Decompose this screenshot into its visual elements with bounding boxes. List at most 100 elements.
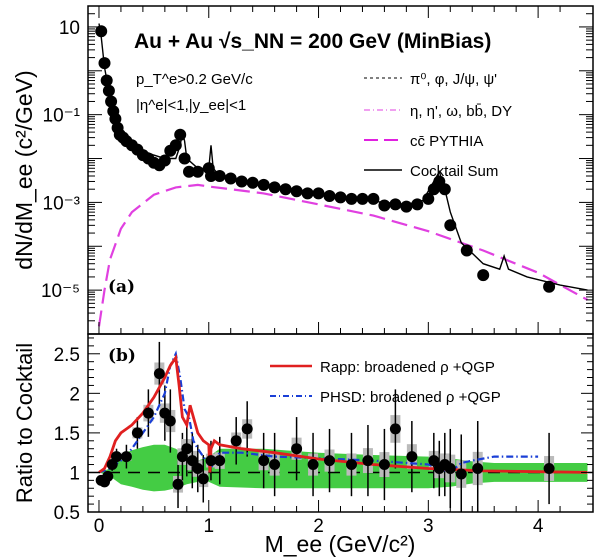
panel-b-legend: Rapp: broadened ρ +QGP PHSD: broadened ρ… (270, 359, 501, 406)
data-point-a (100, 74, 113, 87)
x-tick-label: 1 (203, 516, 214, 537)
y-tick-label-b: 1.5 (54, 424, 80, 445)
data-point-a (301, 187, 314, 200)
data-point-a (268, 181, 281, 194)
data-point-b (291, 443, 303, 455)
data-point-a (422, 192, 435, 205)
data-point-a (378, 199, 391, 212)
data-point-a (183, 165, 195, 178)
data-point-b (111, 451, 122, 463)
data-point-a (444, 219, 457, 232)
data-point-b (378, 459, 390, 470)
data-point-a (345, 192, 358, 205)
data-point-b (153, 368, 165, 380)
annotation-eta-cut: |η^e|<1,|y_ee|<1 (136, 97, 246, 114)
data-point-b (444, 463, 456, 474)
data-point-a (257, 178, 270, 191)
data-point-b (181, 443, 193, 455)
legend-label-eta: η, η', ω, bb̄, DY (410, 103, 512, 120)
legend-label-sum: Cocktail Sum (410, 163, 498, 180)
data-point-b (258, 455, 270, 467)
data-point-a (224, 172, 237, 185)
panel-a-plot (95, 23, 589, 327)
data-point-b (164, 415, 176, 427)
data-point-a (400, 200, 413, 213)
data-point-a (235, 175, 248, 188)
data-point-b (120, 451, 132, 463)
legend-label-ccbar: cc̄ PYTHIA (410, 133, 483, 150)
data-point-a (411, 198, 424, 211)
data-point-b (472, 463, 484, 474)
x-tick-label: 0 (94, 516, 105, 537)
data-point-a (158, 154, 171, 167)
y-tick-label-b: 1 (69, 463, 80, 484)
data-point-a (290, 185, 303, 198)
data-point-b (324, 455, 335, 467)
data-point-a (105, 95, 118, 108)
data-point-b (186, 455, 198, 467)
y-tick-label-a: 10 (59, 18, 80, 39)
data-point-a (460, 244, 473, 257)
data-point-b (428, 455, 440, 467)
data-point-a (389, 198, 402, 211)
data-point-b (406, 451, 418, 463)
y-tick-label-a: 10⁻⁵ (41, 281, 80, 302)
data-point-b (192, 463, 204, 474)
data-point-a (98, 57, 111, 70)
data-point-a (312, 187, 325, 200)
y-tick-label-b: 2.5 (54, 345, 80, 366)
data-point-a (174, 128, 187, 141)
data-point-b (214, 455, 226, 467)
x-tick-label: 2 (313, 516, 324, 537)
data-point-a (246, 176, 259, 189)
annotation-pt-cut: p_T^e>0.2 GeV/c (136, 71, 253, 88)
data-point-b (346, 459, 357, 470)
data-point-b (159, 407, 171, 419)
data-point-a (477, 269, 490, 282)
y-tick-label-a: 10⁻³ (43, 193, 81, 214)
y-tick-label-b: 0.5 (54, 503, 80, 524)
data-point-a (95, 25, 108, 38)
data-point-b (241, 423, 253, 435)
panel-b-plot (88, 341, 593, 512)
data-point-a (169, 139, 182, 152)
x-axis-title: M_ee (GeV/c²) (265, 531, 416, 557)
data-point-a (367, 192, 380, 205)
data-point-b (389, 423, 401, 435)
legend-label-phsd: PHSD: broadened ρ +QGP (320, 389, 501, 406)
data-point-b (102, 470, 114, 482)
data-point-a (543, 280, 556, 293)
y-tick-label-b: 2 (69, 384, 80, 405)
axes: 0 1 2 3 4 10 10⁻¹ 10⁻³ 10⁻⁵ 0.5 1 1.5 2 2.5 (41, 5, 593, 537)
data-point-b (131, 427, 143, 439)
panel-a-title: Au + Au √s_NN = 200 GeV (MinBias) (134, 30, 491, 53)
panel-b-tag: (b) (108, 346, 136, 366)
panel-a-tag: (a) (108, 277, 135, 297)
x-tick-label: 4 (533, 516, 544, 537)
ccbar-pythia-line (97, 183, 589, 327)
data-point-a (334, 191, 347, 204)
data-point-a (205, 170, 217, 182)
data-point-b (230, 435, 242, 447)
data-point-b (142, 407, 154, 419)
data-point-b (307, 459, 319, 470)
data-point-a (178, 152, 191, 165)
data-point-b (362, 455, 374, 467)
data-point-a (356, 192, 369, 205)
data-point-b (543, 463, 555, 474)
panel-a-legend: π⁰, φ, J/ψ, ψ' η, η', ω, bb̄, DY cc̄ PYT… (364, 71, 512, 180)
legend-label-rapp: Rapp: broadened ρ +QGP (320, 359, 495, 376)
data-point-b (197, 473, 209, 485)
data-point-a (102, 84, 115, 97)
data-point-a (191, 165, 204, 178)
rapp-line (98, 353, 588, 474)
legend-label-pi0: π⁰, φ, J/ψ, ψ' (410, 71, 497, 88)
data-point-a (213, 170, 226, 182)
data-point-a (279, 183, 292, 196)
y-axis-title-a: dN/dM_ee (c²/GeV) (11, 70, 37, 269)
data-point-a (323, 190, 336, 202)
data-point-b (269, 459, 281, 470)
data-point-b (205, 455, 217, 467)
x-tick-label: 3 (423, 516, 434, 537)
